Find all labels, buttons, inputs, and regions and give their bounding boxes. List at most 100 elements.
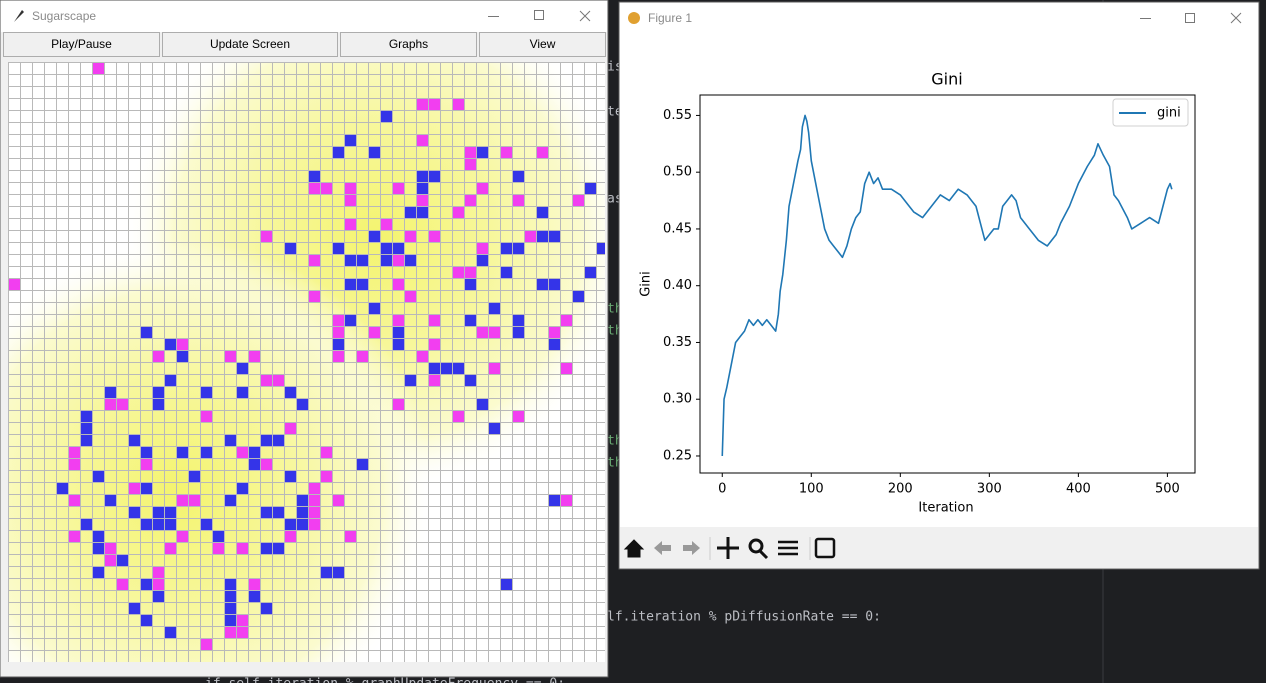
agent xyxy=(537,207,548,218)
pan-button[interactable] xyxy=(717,537,739,559)
agent xyxy=(357,255,368,266)
agent xyxy=(381,243,392,254)
agent xyxy=(417,195,428,206)
configure-button[interactable] xyxy=(778,540,798,556)
agent xyxy=(381,255,392,266)
agent xyxy=(393,183,404,194)
agent xyxy=(237,387,248,398)
window-controls[interactable] xyxy=(488,10,591,22)
button[interactable] xyxy=(479,32,606,57)
agent xyxy=(489,327,500,338)
x-tick-label: 0 xyxy=(718,482,726,497)
agent xyxy=(309,483,320,494)
button-bar: Play/Pause Update Screen Graphs View xyxy=(3,32,606,57)
agent xyxy=(225,615,236,626)
button-label[interactable]: Play/Pause xyxy=(51,37,112,51)
agent xyxy=(561,315,572,326)
agent xyxy=(285,471,296,482)
button-label[interactable]: View xyxy=(530,37,556,51)
agent xyxy=(357,459,368,470)
agent xyxy=(393,243,404,254)
agent xyxy=(429,315,440,326)
agent xyxy=(297,495,308,506)
agent xyxy=(417,135,428,146)
agent xyxy=(249,459,260,470)
agent xyxy=(201,639,212,650)
save-button[interactable] xyxy=(814,537,836,559)
agent xyxy=(321,447,332,458)
legend-box xyxy=(1112,98,1189,127)
agent xyxy=(489,303,500,314)
agent xyxy=(9,279,20,290)
window-controls[interactable] xyxy=(1140,12,1242,24)
agent xyxy=(81,411,92,422)
button-label[interactable]: Update Screen xyxy=(210,37,290,51)
agent xyxy=(153,591,164,602)
agent xyxy=(93,471,104,482)
agent xyxy=(345,315,356,326)
y-tick-label: 0.35 xyxy=(663,335,692,350)
agent xyxy=(345,255,356,266)
forward-button[interactable] xyxy=(683,541,700,555)
agent xyxy=(501,579,512,590)
agent xyxy=(369,303,380,314)
agent xyxy=(285,531,296,542)
y-tick-label: 0.25 xyxy=(663,448,692,463)
agent xyxy=(213,531,224,542)
agent xyxy=(369,231,380,242)
button[interactable] xyxy=(162,32,338,57)
agent xyxy=(105,543,116,554)
agent xyxy=(537,147,548,158)
agent xyxy=(273,507,284,518)
agent xyxy=(585,183,596,194)
button[interactable] xyxy=(340,32,477,57)
agent xyxy=(153,519,164,530)
button[interactable] xyxy=(3,32,160,57)
agent xyxy=(453,207,464,218)
agent xyxy=(141,483,152,494)
agent xyxy=(309,255,320,266)
agent xyxy=(573,291,584,302)
agent xyxy=(237,363,248,374)
agent xyxy=(285,243,296,254)
agent xyxy=(429,339,440,350)
button-label[interactable]: Graphs xyxy=(389,37,428,51)
agent xyxy=(129,435,140,446)
agent xyxy=(393,339,404,350)
home-button[interactable] xyxy=(623,539,645,558)
agent xyxy=(537,231,548,242)
agent xyxy=(57,483,68,494)
zoom-button[interactable] xyxy=(748,538,769,560)
back-button[interactable] xyxy=(654,541,671,555)
agent xyxy=(561,495,572,506)
agent xyxy=(273,375,284,386)
agent xyxy=(261,375,272,386)
agent xyxy=(261,543,272,554)
agent xyxy=(333,339,344,350)
agent xyxy=(141,447,152,458)
agent xyxy=(393,399,404,410)
agent xyxy=(117,555,128,566)
agent xyxy=(561,363,572,374)
agent xyxy=(201,411,212,422)
agent xyxy=(141,615,152,626)
agent xyxy=(117,579,128,590)
agent xyxy=(393,255,404,266)
agent xyxy=(417,351,428,362)
agent xyxy=(93,543,104,554)
agent xyxy=(381,219,392,230)
agent xyxy=(225,435,236,446)
agent xyxy=(549,495,560,506)
agent xyxy=(357,279,368,290)
agent xyxy=(333,351,344,362)
agent xyxy=(369,327,380,338)
agent xyxy=(129,507,140,518)
agent xyxy=(141,519,152,530)
agent xyxy=(153,387,164,398)
agent xyxy=(165,627,176,638)
agent xyxy=(177,447,188,458)
agent xyxy=(429,231,440,242)
agent xyxy=(273,435,284,446)
agent xyxy=(405,255,416,266)
